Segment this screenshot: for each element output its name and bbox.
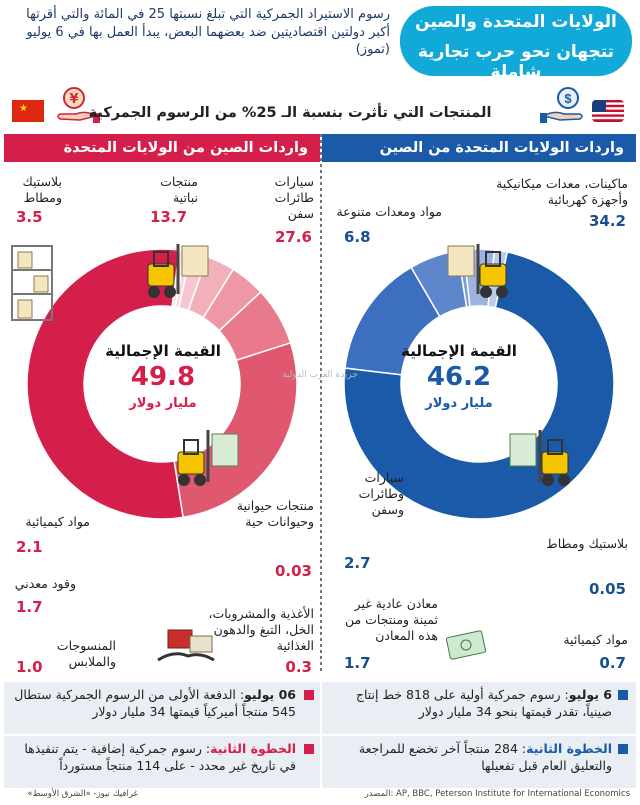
- us-value-misc: 6.8: [344, 228, 371, 246]
- us-label-misc: مواد ومعدات متنوعة: [336, 204, 442, 219]
- cn-label-chemicals: مواد كيميائية: [25, 514, 90, 529]
- china-panel-title: واردات الصين من الولايات المتحدة: [4, 134, 320, 162]
- us-value-chemicals: 0.7: [599, 654, 626, 672]
- us-total-value: 46.2: [426, 362, 492, 392]
- cn-step-1-date: 06 يوليو: [244, 687, 296, 702]
- us-label-machinery: ماكينات، معدات ميكانيكية وأجهزة كهربائية: [496, 176, 628, 207]
- cn-slice-0: [26, 248, 187, 520]
- us-flag-icon: [592, 100, 624, 122]
- cn-value-vehicles: 27.6: [274, 228, 312, 246]
- cn-step-2-title: الخطوة الثانية: [210, 741, 296, 756]
- cn-bullet-2: [304, 744, 314, 754]
- cn-label-plastics: بلاستيك ومطاط: [22, 174, 63, 205]
- us-total-title: القيمة الإجمالية: [401, 342, 517, 360]
- us-total-unit: مليار دولار: [425, 396, 493, 411]
- cn-value-animal: 0.03: [274, 562, 312, 580]
- us-label-metals: معادن عادية غير ثمينة ومنتجات من هذه الم…: [344, 596, 438, 643]
- us-value-metals: 1.7: [344, 654, 371, 672]
- cn-value-textiles: 1.0: [16, 658, 43, 676]
- cn-label-vegetable: منتجات نباتية: [160, 174, 198, 205]
- cn-value-fuel: 1.7: [16, 598, 43, 616]
- svg-text:$: $: [564, 91, 572, 106]
- us-value-plastics: 0.05: [588, 580, 626, 598]
- timeline-box: 6 يوليو: رسوم جمركية أولية على 818 خط إن…: [4, 682, 636, 788]
- cn-step-1: 06 يوليو: الدفعة الأولى من الرسوم الجمرك…: [12, 686, 296, 720]
- us-step-2-text: : 284 منتجاً آخر تخضع للمراجعة والتعليق …: [358, 741, 612, 773]
- us-step-1-date: 6 يوليو: [568, 687, 612, 702]
- page-title-line2: تتجهان نحو حرب تجارية شاملة: [417, 42, 615, 82]
- cn-label-food: الأغذية والمشروبات، الخل، التبغ والدهون …: [208, 606, 314, 653]
- bottom-divider: [320, 682, 322, 788]
- us-label-vehicles: سيارات وطائرات وسفن: [358, 470, 404, 517]
- credit-note: غرافيك نيوز- «الشرق الأوسط»: [27, 789, 138, 799]
- cn-bullet-1: [304, 690, 314, 700]
- us-label-plastics: بلاستيك ومطاط: [546, 536, 628, 551]
- dollar-hand-icon: $: [540, 86, 588, 126]
- china-imports-panel: واردات الصين من الولايات المتحدة سيارات …: [4, 134, 320, 676]
- cn-step-2: الخطوة الثانية: رسوم جمركية إضافية - يتم…: [12, 740, 296, 774]
- forklift-icon: [177, 430, 239, 486]
- watermark-text: جريدة العرب الدولية: [282, 370, 358, 380]
- handshake-icon: [157, 629, 215, 662]
- us-imports-panel: واردات الولايات المتحدة من الصين ماكينات…: [322, 134, 636, 674]
- page-title: الولايات المتحدة والصين: [415, 12, 617, 32]
- subtitle: رسوم الاستيراد الجمركية التي تبلغ نسبتها…: [26, 7, 390, 57]
- us-value-vehicles: 2.7: [344, 554, 371, 572]
- forklift-icon: [147, 244, 209, 298]
- cn-label-textiles: المنسوجات والملابس: [56, 638, 116, 669]
- yuan-hand-icon: ¥: [52, 86, 100, 126]
- us-value-machinery: 34.2: [588, 212, 626, 230]
- cn-value-chemicals: 2.1: [16, 538, 43, 556]
- cn-total-value: 49.8: [130, 362, 196, 392]
- cn-value-plastics: 3.5: [16, 208, 43, 226]
- cn-value-food: 0.3: [285, 658, 312, 676]
- us-bullet-1: [618, 690, 628, 700]
- forklift-icon: [447, 244, 508, 298]
- source-note: المصدر: AP, BBC, Peterson Institute for …: [364, 789, 630, 799]
- cn-step-2-text: : رسوم جمركية إضافية - يتم تنفيذها في تا…: [24, 741, 296, 773]
- cn-total-title: القيمة الإجمالية: [105, 342, 221, 360]
- us-step-1: 6 يوليو: رسوم جمركية أولية على 818 خط إن…: [342, 686, 612, 720]
- china-donut-chart: [26, 248, 298, 520]
- products-banner: المنتجات التي تأثرت بنسبة الـ 25% من الر…: [88, 105, 492, 121]
- cn-label-fuel: وقود معدني: [14, 576, 76, 591]
- title-badge: [400, 6, 632, 76]
- cn-step-1-text: : الدفعة الأولى من الرسوم الجمركية ستطال…: [14, 687, 296, 719]
- us-step-2-title: الخطوة الثانية: [526, 741, 612, 756]
- svg-text:¥: ¥: [69, 92, 78, 107]
- us-bullet-2: [618, 744, 628, 754]
- us-panel-title: واردات الولايات المتحدة من الصين: [322, 134, 636, 162]
- shelf-icon: [11, 245, 53, 321]
- panel-divider: [320, 134, 322, 674]
- cn-donut-hole: [85, 307, 239, 461]
- us-donut-hole: [402, 307, 556, 461]
- cn-total-unit: مليار دولار: [129, 396, 197, 411]
- cn-value-vegetable: 13.7: [150, 208, 188, 226]
- cn-label-animal: منتجات حيوانية وحيوانات حية: [236, 498, 314, 529]
- us-step-1-text: : رسوم جمركية أولية على 818 خط إنتاج صين…: [355, 687, 612, 719]
- svg-text:★: ★: [19, 103, 28, 114]
- cash-icon: [445, 630, 487, 660]
- china-flag-icon: ★: [12, 100, 44, 122]
- cn-label-vehicles: سيارات طائرات سفن: [274, 174, 314, 221]
- us-step-2: الخطوة الثانية: 284 منتجاً آخر تخضع للمر…: [342, 740, 612, 774]
- us-label-chemicals: مواد كيميائية: [563, 632, 628, 647]
- forklift-icon: [509, 430, 570, 486]
